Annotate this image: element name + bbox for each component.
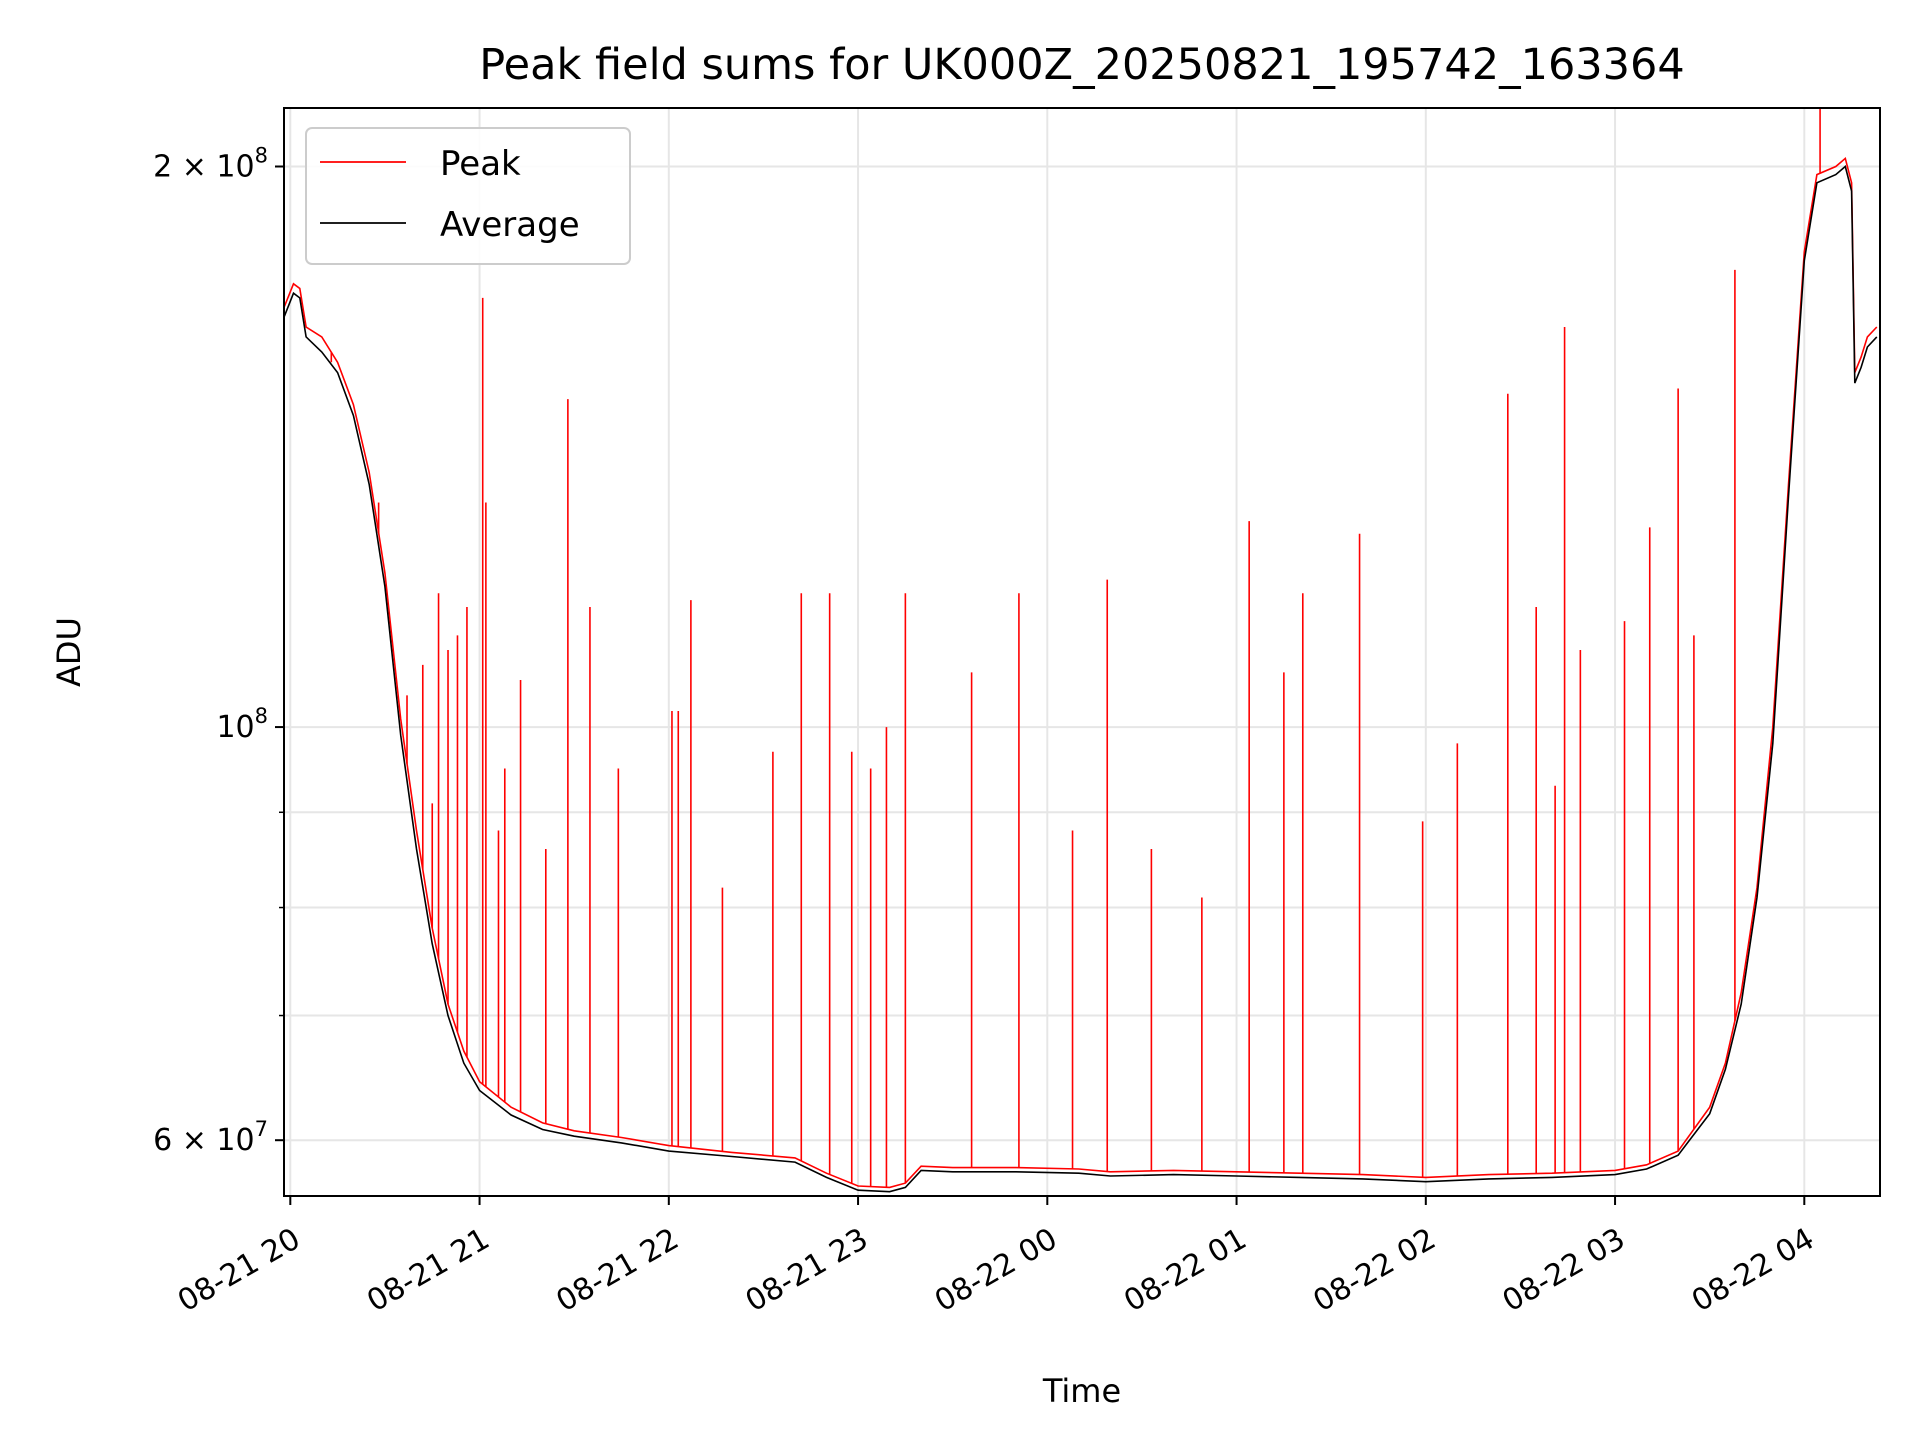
grid — [284, 108, 1880, 1196]
series-layer — [284, 108, 1878, 1193]
legend-label-peak: Peak — [440, 144, 521, 184]
axes-frame — [283, 107, 1881, 1197]
series-line-average — [284, 165, 1878, 1193]
plot-area — [284, 108, 1878, 1193]
legend: Peak Average — [305, 127, 631, 265]
legend-label-average: Average — [440, 205, 580, 245]
x-axis-label: Time — [1042, 1372, 1121, 1410]
series-line-peak — [284, 156, 1878, 1189]
y-axis-label: ADU — [50, 617, 88, 687]
y-tick-label: 2 × 108 — [153, 143, 268, 184]
chart-title: Peak field sums for UK000Z_20250821_1957… — [479, 40, 1685, 90]
y-tick-label: 6 × 107 — [153, 1117, 268, 1158]
y-tick-label: 108 — [216, 704, 268, 745]
